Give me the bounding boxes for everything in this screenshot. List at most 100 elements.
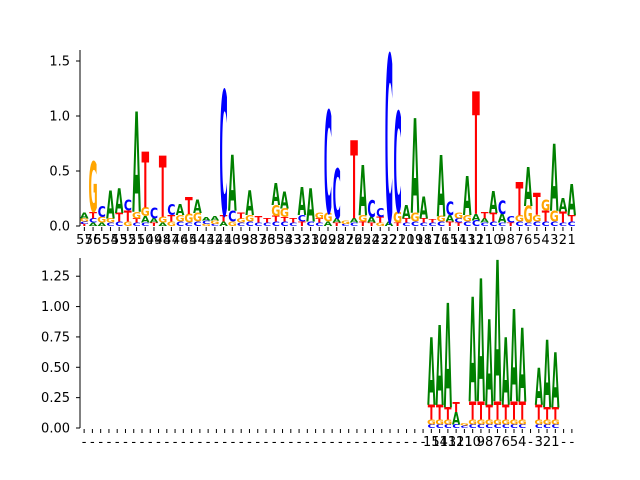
logo-glyph-c: C [446, 198, 454, 220]
logo-glyph-c: C [568, 221, 577, 228]
logo-glyph-g: G [106, 218, 115, 225]
logo-glyph-c: C [167, 202, 175, 219]
x-tick-label: 20 [398, 233, 415, 248]
logo-glyph-c: C [202, 220, 210, 225]
logo-glyph-t: T [481, 211, 489, 221]
logo-glyph-g: G [468, 419, 477, 427]
logo-glyph-c: C [254, 222, 262, 227]
logo-glyph-t: T [552, 405, 560, 424]
logo-glyph-c: C [437, 221, 446, 228]
logo-glyph-a: A [367, 216, 376, 225]
logo-glyph-t: T [490, 210, 498, 225]
logo-glyph-t: T [472, 59, 480, 255]
logo-glyph-t: T [428, 401, 435, 425]
logo-glyph-a: A [543, 322, 551, 430]
logo-glyph-t: T [469, 396, 477, 426]
x-tick-label: - [156, 435, 161, 450]
logo-glyph-c: C [367, 197, 375, 224]
logo-glyph-c: C [510, 423, 518, 429]
x-tick-label: - [247, 435, 252, 450]
logo-glyph-g: G [410, 210, 419, 225]
x-tick-label: - [404, 435, 409, 450]
logo-glyph-g: G [210, 220, 219, 225]
logo-panel-bottom: 0.000.250.500.751.001.25- - - - - - - - - - - - - - - -… [41, 223, 574, 450]
x-tick-label: 47 [163, 233, 180, 248]
x-tick-label: 17 [424, 233, 441, 248]
x-tick-label: 45 [180, 233, 197, 248]
logo-glyph-g: G [184, 211, 193, 226]
logo-glyph-c: C [324, 82, 332, 247]
logo-glyph-c: C [472, 220, 480, 229]
logo-glyph-a: A [350, 218, 359, 225]
logo-glyph-c: C [306, 221, 315, 228]
x-tick-label: 41 [215, 233, 232, 248]
logo-glyph-t: T [133, 218, 142, 225]
logo-glyph-c: C [228, 209, 236, 226]
logo-glyph-g: G [541, 198, 550, 215]
x-tick-label: 6 [502, 435, 510, 450]
logo-glyph-c: C [315, 222, 323, 227]
logo-glyph-c: C [469, 423, 477, 429]
x-tick-label: 30 [311, 233, 328, 248]
logo-glyph-a: A [518, 307, 526, 425]
x-tick-label: 8 [507, 233, 515, 248]
logo-glyph-c: C [341, 223, 349, 227]
x-tick-label: - [388, 435, 393, 450]
x-tick-label: 39 [233, 233, 250, 248]
y-tick-label: 1.25 [41, 270, 70, 285]
x-tick-label: 23 [372, 233, 389, 248]
y-tick-label: 0.50 [41, 361, 70, 376]
x-tick-label: - [231, 435, 236, 450]
logo-glyph-c: C [298, 214, 306, 224]
x-tick-label: 48 [154, 233, 171, 248]
x-tick-label: - [355, 435, 360, 450]
logo-glyph-g: G [551, 419, 560, 427]
x-tick-label: - [346, 435, 351, 450]
x-tick-label: - [173, 435, 178, 450]
y-tick-label: 0.75 [41, 330, 70, 345]
logo-glyph-t: T [220, 214, 228, 224]
x-tick-label: 15 [423, 435, 440, 450]
x-tick-label: - [561, 435, 566, 450]
logo-glyph-g: G [132, 211, 141, 221]
logo-glyph-c: C [498, 222, 506, 227]
logo-glyph-c: C [106, 222, 114, 227]
logo-glyph-g: G [427, 419, 436, 427]
logo-glyph-a: A [437, 139, 446, 237]
logo-glyph-g: G [80, 218, 89, 223]
x-tick-label: 51 [128, 233, 145, 248]
x-tick-label: 18 [415, 233, 432, 248]
logo-glyph-t: T [168, 214, 176, 224]
x-tick-label: 29 [320, 233, 337, 248]
logo-glyph-a: A [298, 180, 307, 225]
logo-glyph-a: A [211, 216, 220, 223]
logo-glyph-c: C [394, 85, 402, 246]
logo-glyph-a: A [358, 151, 367, 232]
x-tick-label: 13 [440, 435, 457, 450]
logo-glyph-c: C [89, 218, 98, 225]
logo-glyph-a: A [245, 184, 254, 223]
logo-glyph-g: G [437, 215, 446, 224]
logo-glyph-c: C [515, 221, 524, 228]
logo-glyph-t: T [403, 218, 412, 225]
logo-glyph-t: T [516, 172, 524, 226]
logo-glyph-c: C [211, 223, 219, 227]
logo-glyph-c: C [461, 425, 469, 429]
logo-glyph-g: G [435, 419, 444, 427]
logo-glyph-t: T [315, 218, 324, 225]
x-tick-label: 12 [468, 233, 485, 248]
x-tick-label: - [82, 435, 87, 450]
logo-glyph-c: C [541, 221, 550, 228]
x-tick-label: 12 [448, 435, 465, 450]
x-tick-label: 53 [111, 233, 128, 248]
logo-glyph-t: T [124, 209, 132, 226]
logo-glyph-t: T [455, 222, 463, 227]
logo-glyph-a: A [202, 217, 211, 222]
x-tick-label: 32 [294, 233, 311, 248]
x-tick-label: 34 [276, 233, 293, 248]
x-tick-label: - [570, 435, 575, 450]
logo-glyph-a: A [551, 337, 559, 425]
logo-glyph-g: G [341, 220, 350, 225]
logo-glyph-a: A [324, 221, 333, 228]
